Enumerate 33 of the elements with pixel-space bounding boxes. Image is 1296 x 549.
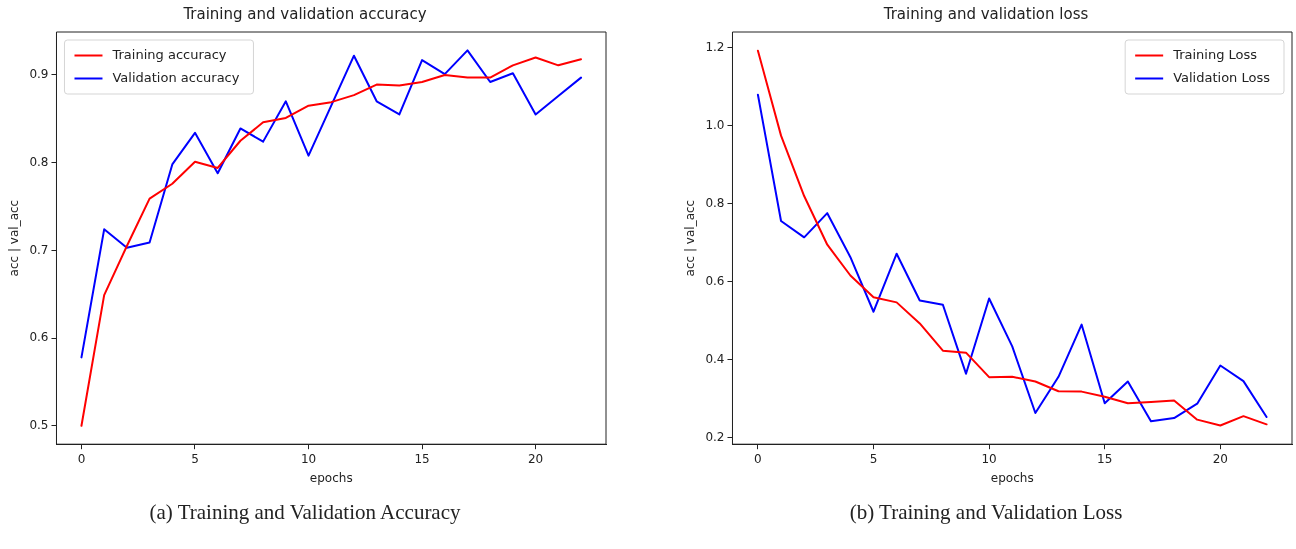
y-tick-label: 0.9 bbox=[29, 67, 49, 82]
y-tick-label: 0.5 bbox=[29, 417, 49, 432]
y-tick-label: 0.8 bbox=[29, 154, 49, 169]
x-tick-label: 15 bbox=[1097, 451, 1113, 466]
chart-title: Training and validation loss bbox=[882, 4, 1089, 23]
legend-label: Validation Loss bbox=[1173, 69, 1271, 85]
legend-label: Training accuracy bbox=[111, 46, 227, 62]
x-axis-title: epochs bbox=[309, 470, 353, 485]
x-tick-label: 20 bbox=[527, 451, 544, 466]
y-tick-label: 1.2 bbox=[705, 40, 725, 55]
x-tick-label: 10 bbox=[981, 451, 997, 466]
x-axis-title: epochs bbox=[990, 470, 1034, 485]
legend-label: Training Loss bbox=[1172, 46, 1258, 62]
x-tick-label: 20 bbox=[1212, 451, 1228, 466]
chart-title: Training and validation accuracy bbox=[182, 4, 427, 23]
legend-label: Validation accuracy bbox=[112, 69, 240, 85]
y-axis-title: acc | val_acc bbox=[683, 199, 698, 277]
x-tick-label: 0 bbox=[77, 451, 86, 466]
x-tick-label: 5 bbox=[869, 451, 878, 466]
y-tick-label: 0.2 bbox=[705, 429, 725, 444]
y-tick-label: 0.6 bbox=[705, 273, 725, 288]
x-tick-label: 10 bbox=[300, 451, 317, 466]
x-tick-label: 5 bbox=[191, 451, 199, 466]
y-axis-title: acc | val_acc bbox=[7, 199, 22, 277]
text: (a) Training and Validation Accuracy bbox=[148, 500, 462, 525]
x-tick-label: 0 bbox=[754, 451, 762, 466]
y-tick-label: 0.4 bbox=[705, 351, 725, 366]
text: (b) Training and Validation Loss bbox=[848, 500, 1124, 525]
y-tick-label: 1.0 bbox=[705, 118, 725, 133]
y-tick-label: 0.8 bbox=[705, 195, 725, 210]
x-tick-label: 15 bbox=[414, 451, 430, 466]
y-tick-label: 0.7 bbox=[29, 242, 49, 257]
y-tick-label: 0.6 bbox=[29, 330, 49, 345]
